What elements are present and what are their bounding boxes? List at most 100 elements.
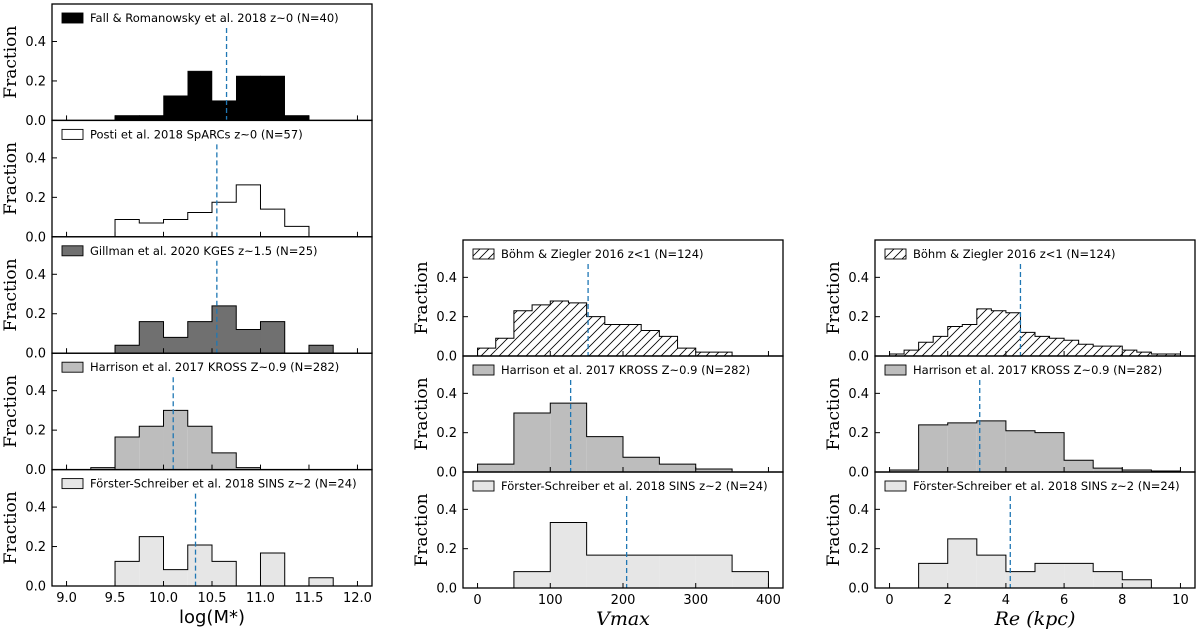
histogram-bar [623, 457, 660, 472]
legend-label: Böhm & Ziegler 2016 z<1 (N=124) [501, 247, 704, 261]
legend-label: Gillman et al. 2020 KGES z~1.5 (N=25) [90, 244, 318, 258]
vmax-panel-2: Harrison et al. 2017 KROSS Z~0.9 (N=282)… [412, 355, 784, 481]
histogram-bar [1049, 338, 1065, 356]
histogram-bar [1165, 354, 1181, 356]
legend-swatch [884, 248, 907, 260]
histogram-bar [1078, 344, 1094, 356]
histogram-bar [1122, 470, 1152, 472]
histogram-bar [187, 544, 212, 586]
histogram-outline [889, 308, 1181, 356]
histogram-outline [477, 300, 733, 356]
histogram-bar [235, 329, 261, 354]
histogram-bar [308, 345, 334, 354]
mass-panel-1: Fall & Romanowsky et al. 2018 z~0 (N=40)… [1, 3, 373, 129]
histogram-bar [212, 202, 237, 237]
histogram-bar [1035, 432, 1065, 472]
histogram-bar [623, 555, 660, 588]
y-tick-label: 0.0 [848, 582, 869, 597]
x-tick-label: 100 [538, 593, 563, 608]
x-axis-label: Vmax [596, 608, 650, 630]
histogram-outline [918, 538, 1152, 588]
y-tick-label: 0.4 [25, 268, 46, 283]
y-tick-label: 0.2 [436, 310, 457, 325]
histogram-bar [550, 300, 569, 356]
histogram-bar [976, 308, 992, 356]
y-tick-label: 0.0 [436, 350, 457, 365]
histogram-bar [976, 555, 1006, 588]
histogram-bar [947, 326, 963, 356]
y-tick-label: 0.0 [436, 466, 457, 481]
y-tick-label: 0.4 [848, 503, 869, 518]
vmax-panel-3: Förster-Schreiber et al. 2018 SINS z~2 (… [412, 471, 784, 630]
histogram-bar [604, 324, 623, 356]
histogram-bar [1093, 571, 1123, 588]
histogram-outline [513, 522, 769, 588]
histogram-bar [284, 226, 309, 237]
re-panel-1: Böhm & Ziegler 2016 z<1 (N=124) 0.0 0.2 0.4… [824, 239, 1196, 365]
legend-swatch [472, 364, 495, 376]
y-tick-label: 0.2 [25, 191, 46, 206]
x-tick-label: 10.0 [149, 591, 178, 606]
histogram-bar [659, 336, 678, 356]
vmax-histogram-column: Böhm & Ziegler 2016 z<1 (N=124) 0.0 0.2 0.4… [412, 239, 784, 630]
histogram-bar [976, 420, 1006, 472]
y-tick-label: 0.4 [436, 271, 457, 286]
re-histogram-column: Böhm & Ziegler 2016 z<1 (N=124) 0.0 0.2 0.4… [824, 239, 1196, 630]
histogram-bar [212, 561, 237, 586]
histogram-bar [114, 345, 140, 354]
legend: Harrison et al. 2017 KROSS Z~0.9 (N=282) [472, 363, 750, 377]
legend-swatch [61, 128, 84, 140]
histogram-bar [732, 571, 769, 588]
y-axis-label: Fraction [1, 26, 21, 99]
legend: Fall & Romanowsky et al. 2018 z~0 (N=40) [61, 11, 339, 25]
legend: Posti et al. 2018 SpARCs z~0 (N=57) [61, 127, 303, 141]
histogram-bar [495, 338, 514, 356]
legend-label: Harrison et al. 2017 KROSS Z~0.9 (N=282) [90, 360, 339, 374]
legend: Förster-Schreiber et al. 2018 SINS z~2 (… [884, 479, 1180, 493]
histogram-bar [187, 212, 212, 237]
y-tick-label: 0.0 [25, 114, 46, 129]
legend-label: Posti et al. 2018 SpARCs z~0 (N=57) [90, 127, 303, 141]
histogram-outline [889, 420, 1181, 472]
y-tick-label: 0.4 [25, 151, 46, 166]
y-tick-label: 0.4 [848, 387, 869, 402]
histogram-bar [114, 115, 140, 121]
histogram-bar [1064, 340, 1079, 356]
histogram-bar [211, 305, 237, 354]
histogram-bar [695, 352, 714, 356]
legend-swatch [884, 364, 907, 376]
y-tick-label: 0.2 [25, 307, 46, 322]
y-tick-label: 0.0 [848, 350, 869, 365]
y-tick-label: 0.4 [25, 501, 46, 516]
histogram-outline [114, 184, 310, 237]
histogram-bar [1093, 346, 1108, 356]
histogram-bar [477, 348, 496, 356]
histogram-bar [513, 413, 551, 472]
x-tick-label: 10.5 [198, 591, 227, 606]
histogram-bar [90, 467, 116, 470]
legend-label: Harrison et al. 2017 KROSS Z~0.9 (N=282) [913, 363, 1162, 377]
legend: Förster-Schreiber et al. 2018 SINS z~2 (… [61, 477, 357, 491]
y-tick-label: 0.0 [848, 466, 869, 481]
histogram-bar [163, 337, 189, 354]
histogram-bar [212, 452, 237, 470]
y-tick-label: 0.2 [436, 542, 457, 557]
legend: Gillman et al. 2020 KGES z~1.5 (N=25) [61, 244, 318, 258]
y-tick-label: 0.0 [25, 347, 46, 362]
mass-panel-3: Gillman et al. 2020 KGES z~1.5 (N=25) 0.0… [1, 236, 373, 362]
histogram-bar [1093, 468, 1123, 472]
y-axis-label: Fraction [412, 261, 432, 334]
legend-swatch [472, 248, 495, 260]
histogram-bar [904, 350, 919, 356]
histogram-bar [1064, 563, 1094, 588]
histogram-bar [550, 522, 587, 588]
axes-frame [874, 471, 1196, 589]
y-tick-label: 0.2 [436, 426, 457, 441]
y-axis-label: Fraction [824, 261, 844, 334]
re-panel-3: Förster-Schreiber et al. 2018 SINS z~2 (… [824, 471, 1196, 630]
histogram-bar [1122, 579, 1152, 588]
y-tick-label: 0.4 [436, 503, 457, 518]
y-tick-label: 0.0 [25, 463, 46, 478]
histogram-bar [695, 469, 733, 472]
legend-label: Fall & Romanowsky et al. 2018 z~0 (N=40) [90, 11, 339, 25]
